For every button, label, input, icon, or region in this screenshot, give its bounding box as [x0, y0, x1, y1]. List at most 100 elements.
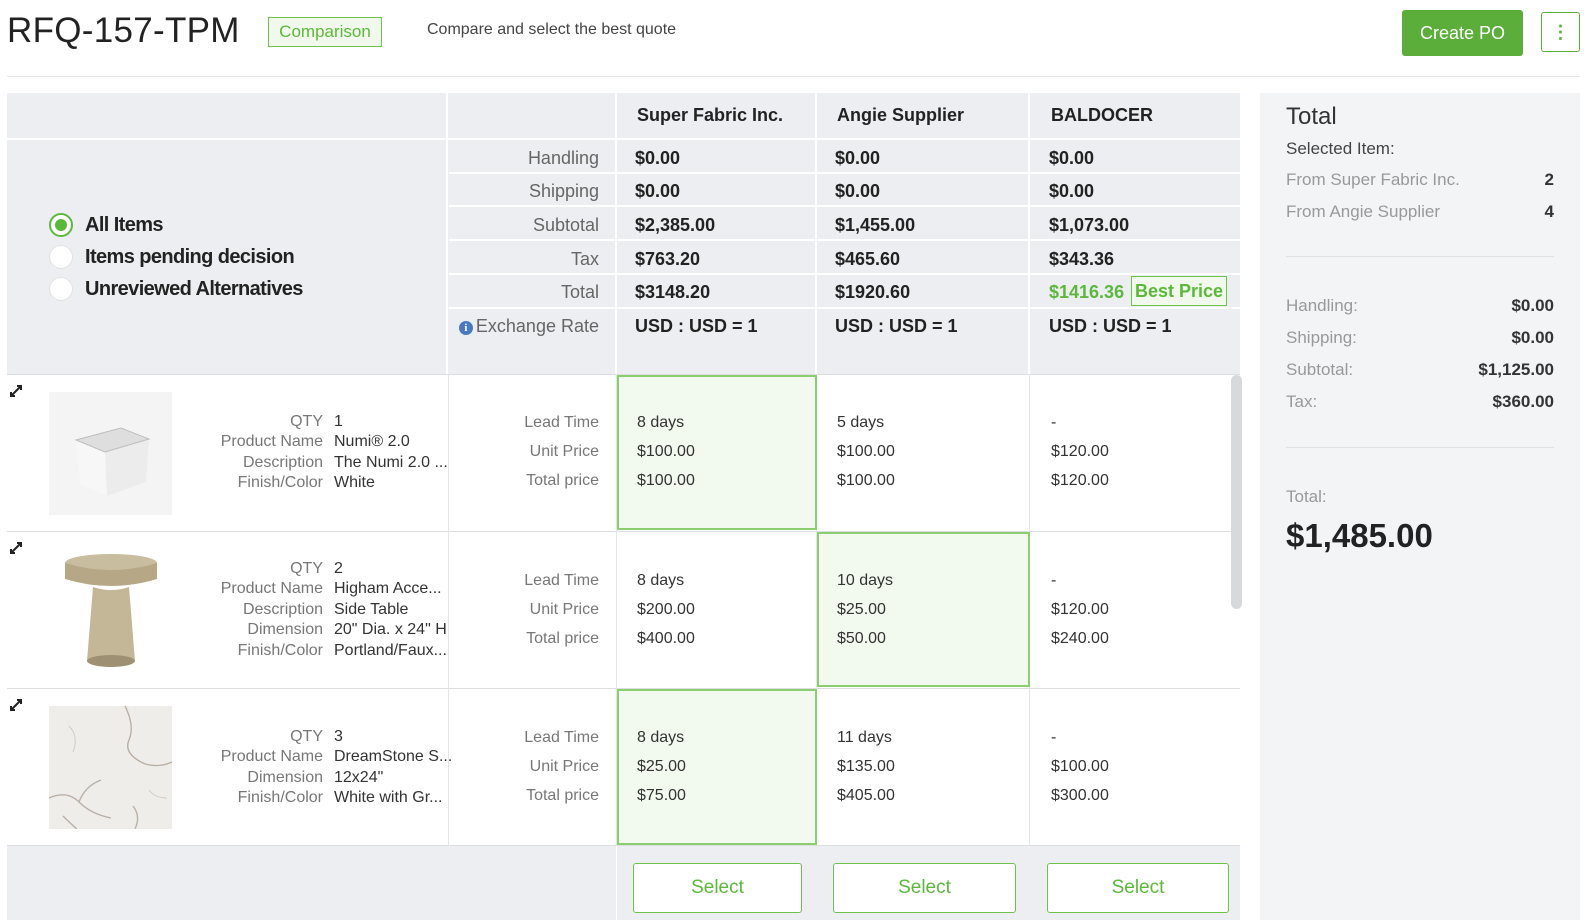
baldocer-exchange-rate: USD : USD = 1: [1049, 316, 1172, 336]
baldocer-total: $1416.36: [1049, 282, 1125, 302]
filter-all-items[interactable]: All Items: [49, 213, 164, 237]
expand-icon[interactable]: [8, 540, 24, 556]
attr-value: Higham Acce...: [334, 580, 442, 597]
more-options-icon[interactable]: ⋮: [1541, 12, 1580, 52]
unit-price: $100.00: [1051, 758, 1109, 775]
total-price: $120.00: [1051, 472, 1109, 489]
total-price: $50.00: [837, 630, 886, 647]
super-fabric-tax: $763.20: [635, 249, 701, 269]
attr-value: 20" Dia. x 24" H: [334, 621, 447, 638]
unit-price: $135.00: [837, 758, 895, 775]
tax-value: $360.00: [1492, 392, 1554, 411]
lead-time-label: Lead Time: [524, 572, 599, 589]
totals-title: Total: [1286, 103, 1337, 130]
super-fabric-subtotal: $2,385.00: [635, 215, 716, 235]
unit-price: $25.00: [637, 758, 686, 775]
handling-label: Handling:: [1286, 296, 1358, 315]
label-handling: Handling: [527, 148, 599, 168]
angie-shipping: $0.00: [835, 181, 881, 201]
attr-label: Finish/Color: [237, 474, 323, 491]
expand-icon[interactable]: [8, 697, 24, 713]
attr-label: QTY: [290, 413, 323, 430]
total-price: $240.00: [1051, 630, 1109, 647]
angie-total: $1920.60: [835, 282, 911, 302]
create-po-button[interactable]: Create PO: [1402, 10, 1523, 56]
super-fabric-total: $3148.20: [635, 282, 711, 302]
baldocer-shipping: $0.00: [1049, 181, 1095, 201]
attr-value: White: [334, 474, 375, 491]
divider: [1286, 447, 1554, 448]
lead-time: -: [1051, 572, 1057, 589]
shipping-label: Shipping:: [1286, 328, 1357, 347]
label-shipping: Shipping: [528, 181, 599, 201]
lead-time: 11 days: [837, 729, 892, 746]
attr-label: Description: [242, 454, 323, 471]
comparison-table: Super Fabric Inc. Angie Supplier BALDOCE…: [7, 93, 1260, 920]
unit-price: $200.00: [637, 601, 695, 618]
unit-price-label: Unit Price: [529, 758, 599, 775]
lead-time: 10 days: [837, 572, 894, 589]
subtotal-value: $1,125.00: [1478, 360, 1554, 379]
angie-tax: $465.60: [835, 249, 901, 269]
radio-unselected[interactable]: [49, 277, 73, 301]
unit-price: $25.00: [837, 601, 886, 618]
shipping-value: $0.00: [1511, 328, 1554, 347]
attr-value: Side Table: [334, 601, 409, 618]
attr-label: Dimension: [247, 621, 323, 638]
select-angie-button[interactable]: Select: [833, 863, 1016, 913]
lead-time: 8 days: [637, 414, 685, 431]
selected-quote-cell[interactable]: [817, 532, 1030, 687]
from-count: 4: [1544, 202, 1554, 221]
total-price: $300.00: [1051, 787, 1109, 804]
total-price-label: Total price: [526, 472, 599, 489]
radio-selected[interactable]: [49, 213, 73, 237]
select-baldocer-button[interactable]: Select: [1047, 863, 1229, 913]
handling-value: $0.00: [1511, 296, 1554, 315]
attr-value: 1: [334, 413, 343, 430]
label-total: Total: [560, 282, 599, 302]
attr-value: Portland/Faux...: [334, 642, 447, 659]
grand-total-value: $1,485.00: [1286, 517, 1433, 554]
selected-quote-cell[interactable]: [617, 375, 817, 530]
filter-label: All Items: [85, 213, 164, 236]
filter-unreviewed-alternatives[interactable]: Unreviewed Alternatives: [49, 277, 303, 301]
unit-price: $100.00: [837, 443, 895, 460]
attr-value: DreamStone S...: [334, 748, 453, 765]
attr-value: 2: [334, 560, 343, 577]
label-subtotal: Subtotal: [532, 215, 599, 235]
attr-label: Product Name: [220, 433, 323, 450]
label-exchange-rate[interactable]: i Exchange Rate: [458, 316, 599, 337]
super-fabric-handling: $0.00: [635, 148, 681, 168]
unit-price: $120.00: [1051, 601, 1109, 618]
from-super-fabric-row: From Super Fabric Inc. 2: [1286, 170, 1554, 190]
lead-time: 8 days: [637, 729, 685, 746]
total-price: $400.00: [637, 630, 695, 647]
baldocer-tax: $343.36: [1049, 249, 1115, 269]
expand-icon[interactable]: [8, 383, 24, 399]
total-price-label: Total price: [526, 630, 599, 647]
supplier-name-angie: Angie Supplier: [837, 105, 965, 125]
lead-time-label: Lead Time: [524, 414, 599, 431]
from-label: From Angie Supplier: [1286, 202, 1441, 221]
shipping-row: Shipping: $0.00: [1286, 328, 1554, 348]
filter-items-pending-decision[interactable]: Items pending decision: [49, 245, 295, 269]
info-icon[interactable]: i: [458, 321, 473, 335]
radio-unselected[interactable]: [49, 245, 73, 269]
header-divider: [7, 76, 1580, 77]
attr-label: QTY: [290, 728, 323, 745]
selected-quote-cell[interactable]: [617, 689, 817, 845]
handling-row: Handling: $0.00: [1286, 296, 1554, 316]
attr-label: Finish/Color: [237, 642, 323, 659]
select-super-fabric-button[interactable]: Select: [633, 863, 802, 913]
unit-price-label: Unit Price: [529, 601, 599, 618]
baldocer-subtotal: $1,073.00: [1049, 215, 1130, 235]
supplier-name-super-fabric: Super Fabric Inc.: [637, 105, 784, 125]
supplier-name-baldocer: BALDOCER: [1051, 105, 1153, 125]
attr-label: Product Name: [220, 748, 323, 765]
attr-label: Dimension: [247, 769, 323, 786]
total-price: $100.00: [837, 472, 895, 489]
scrollbar-thumb[interactable]: [1231, 375, 1242, 609]
angie-subtotal: $1,455.00: [835, 215, 916, 235]
comparison-badge: Comparison: [268, 17, 382, 47]
totals-panel: Total Selected Item: From Super Fabric I…: [1260, 93, 1580, 920]
